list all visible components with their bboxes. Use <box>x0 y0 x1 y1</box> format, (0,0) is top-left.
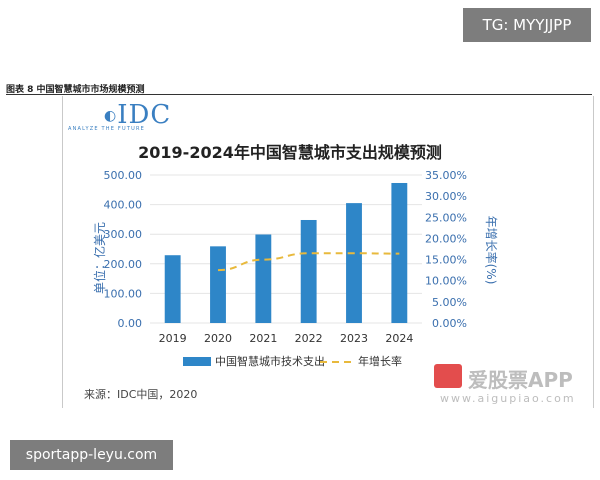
y2-axis-ticks: 0.00% 5.00% 10.00% 15.00% 20.00% 25.00% 30.00%… <box>425 169 467 330</box>
x-axis-ticks: 2019 2020 2021 2022 2023 2024 <box>159 332 414 345</box>
chart-grid <box>150 174 422 324</box>
y2-tick-label: 15.00% <box>425 254 467 267</box>
y2-tick-label: 0.00% <box>432 317 467 330</box>
y-tick-label: 100.00 <box>104 287 143 300</box>
legend: 中国智慧城市技术支出 年增长率 <box>183 354 402 368</box>
y-tick-label: 300.00 <box>104 228 143 241</box>
caption-rule <box>6 94 592 95</box>
bar-2022 <box>300 219 317 323</box>
bar-2019 <box>164 255 181 323</box>
y2-tick-label: 30.00% <box>425 190 467 203</box>
figure-caption: 图表 8 中国智慧城市市场规模预测 <box>6 85 145 95</box>
x-tick-label: 2020 <box>204 332 232 345</box>
x-tick-label: 2024 <box>385 332 413 345</box>
idc-logo: ◐IDC <box>104 100 172 130</box>
app-logo-icon <box>434 364 462 388</box>
y2-tick-label: 10.00% <box>425 275 467 288</box>
y2-axis-label: 年增长率(%) <box>484 216 499 285</box>
y-tick-label: 400.00 <box>104 199 143 212</box>
y2-tick-label: 20.00% <box>425 232 467 245</box>
app-watermark-url: www.aigupiao.com <box>440 392 576 405</box>
legend-bar-label: 中国智慧城市技术支出 <box>215 354 325 368</box>
bottom-watermark-badge: sportapp-leyu.com <box>10 440 173 470</box>
y2-tick-label: 35.00% <box>425 169 467 182</box>
y-axis-label: 单位：亿美元 <box>92 222 107 294</box>
y-axis-ticks: 0.00 100.00 200.00 300.00 400.00 500.00 <box>104 169 143 330</box>
source-note: 来源：IDC中国，2020 <box>84 388 198 401</box>
figure-frame <box>62 96 594 408</box>
top-watermark-badge: TG: MYYJJPP <box>463 8 591 42</box>
x-tick-label: 2022 <box>295 332 323 345</box>
app-watermark-name: 爱股票APP <box>468 368 573 392</box>
bar-2021 <box>255 234 272 323</box>
y-tick-label: 200.00 <box>104 258 143 271</box>
y-tick-label: 0.00 <box>118 317 143 330</box>
x-tick-label: 2021 <box>249 332 277 345</box>
x-tick-label: 2019 <box>159 332 187 345</box>
y2-tick-label: 5.00% <box>432 296 467 309</box>
x-tick-label: 2023 <box>340 332 368 345</box>
bar-2020 <box>210 246 226 323</box>
idc-tagline: ANALYZE THE FUTURE <box>68 126 145 132</box>
legend-line-label: 年增长率 <box>358 354 402 368</box>
legend-bar-swatch <box>183 357 211 366</box>
y2-tick-label: 25.00% <box>425 211 467 224</box>
y-tick-label: 500.00 <box>104 169 143 182</box>
chart-title: 2019-2024年中国智慧城市支出规模预测 <box>138 143 442 162</box>
idc-logo-text: IDC <box>117 100 172 130</box>
bar-2023 <box>346 203 362 323</box>
bar-series <box>164 182 408 323</box>
